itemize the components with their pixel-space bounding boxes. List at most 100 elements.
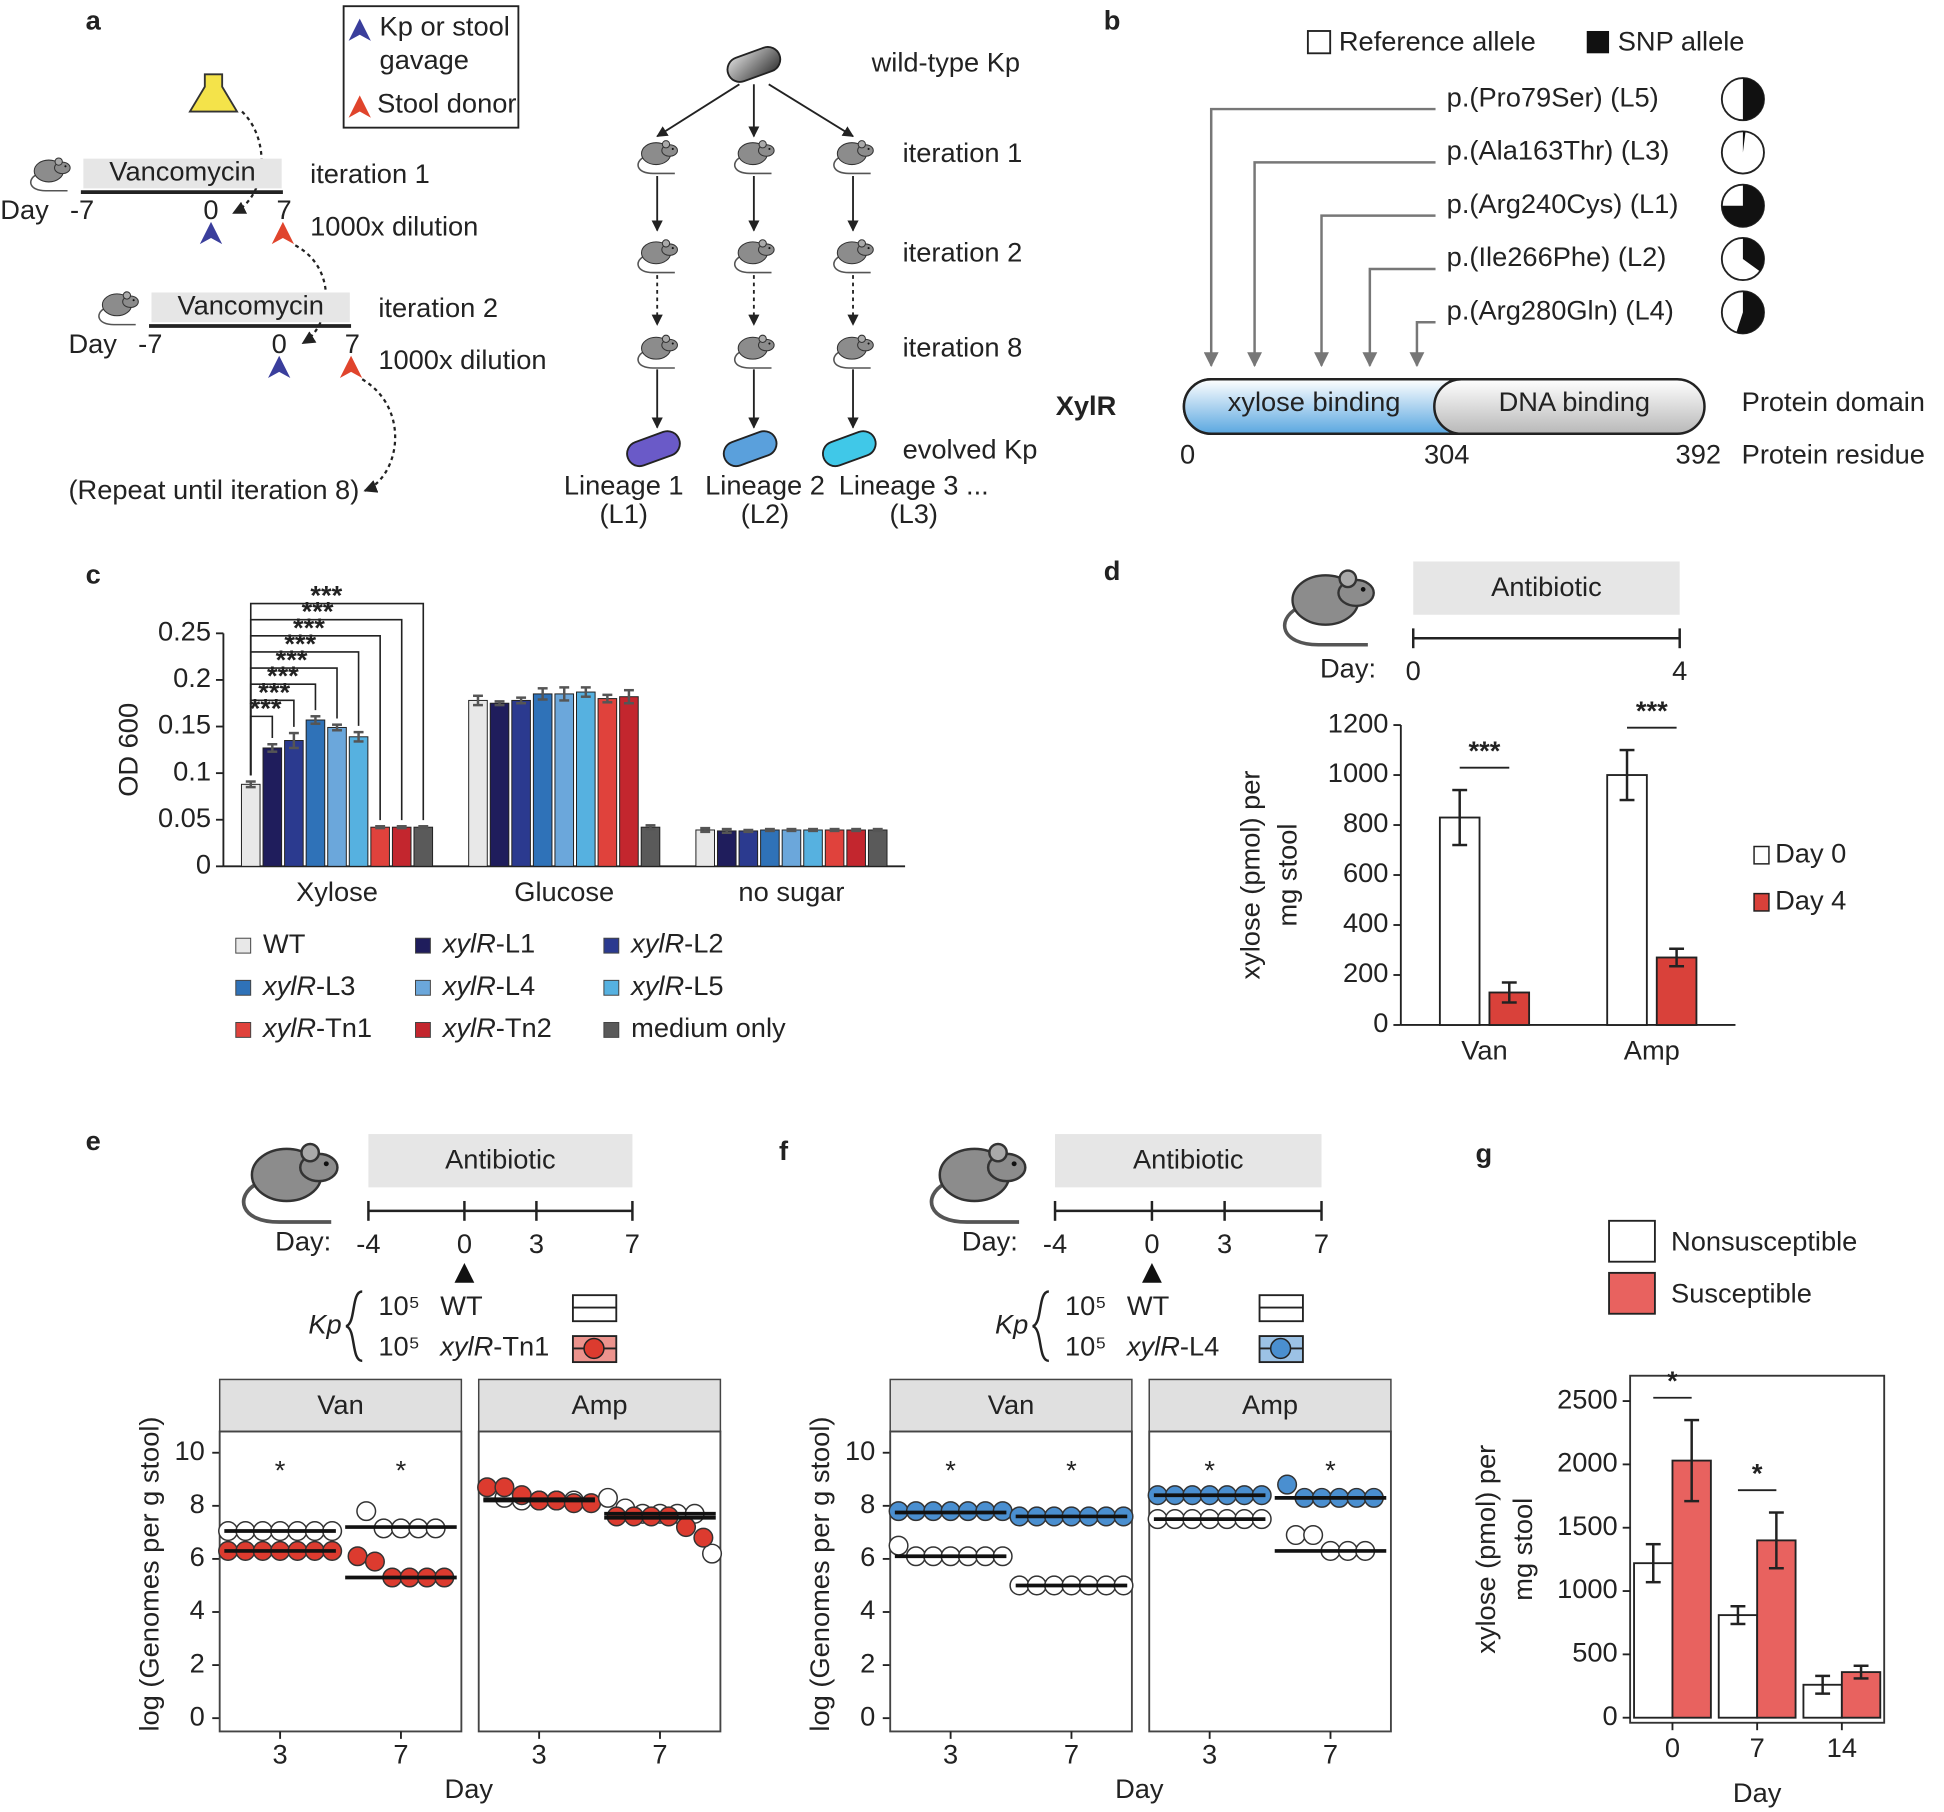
mouse-ear xyxy=(661,334,671,344)
error-bar xyxy=(1853,1664,1869,1680)
y-tick-label: 4 xyxy=(860,1594,875,1625)
legend-swatch xyxy=(235,979,252,996)
facet-strip xyxy=(1148,1378,1392,1433)
label: 1000x dilution xyxy=(310,210,478,241)
legend-swatch xyxy=(235,937,252,954)
mouse-tail xyxy=(833,255,871,274)
label: 10⁵ xyxy=(378,1290,420,1321)
error-bar xyxy=(537,687,548,701)
error-bar xyxy=(332,723,342,732)
significance-label: *** xyxy=(1469,735,1501,766)
y-tick-label: 0.25 xyxy=(158,616,211,647)
y-tick-label: 6 xyxy=(860,1541,875,1572)
bar xyxy=(370,826,390,867)
bar xyxy=(511,699,531,867)
mouse-ear xyxy=(122,291,132,300)
legend-swatch xyxy=(603,1022,620,1038)
error-bar xyxy=(516,696,527,705)
label: 3 xyxy=(529,1228,544,1259)
treatment-box xyxy=(83,158,282,189)
bar xyxy=(348,736,369,867)
legend-swatch xyxy=(1306,30,1332,55)
significance-bracket xyxy=(249,602,425,821)
y-tick-label: 8 xyxy=(190,1488,205,1519)
x-tick-label: 7 xyxy=(1323,1738,1338,1769)
point xyxy=(693,1527,714,1548)
x-axis-label: Day xyxy=(1733,1777,1782,1808)
mouse-eye xyxy=(768,147,771,150)
mouse-tail xyxy=(833,156,871,175)
y-axis-label: OD 600 xyxy=(113,703,144,797)
label: Lineage 2 xyxy=(705,469,825,500)
legend-label: xylR-Tn1 xyxy=(261,1012,372,1043)
significance-label: *** xyxy=(293,612,325,643)
bar xyxy=(824,829,845,867)
label: 0 xyxy=(272,328,287,359)
legend-label: Susceptible xyxy=(1671,1277,1812,1308)
error-bar xyxy=(786,827,797,833)
mouse-tail xyxy=(1282,606,1368,647)
legend-box xyxy=(342,5,520,129)
error-bar xyxy=(602,693,613,704)
error-bar xyxy=(559,686,570,702)
x-tick-label: 7 xyxy=(1064,1738,1079,1769)
x-tick-label: Glucose xyxy=(514,876,614,907)
y-tick-label: 1000 xyxy=(1328,757,1389,788)
label: 0 xyxy=(457,1228,472,1259)
x-tick-label: 0 xyxy=(1665,1732,1680,1763)
label: 10⁵ xyxy=(1065,1331,1107,1362)
mouse-tail xyxy=(929,1182,1020,1224)
point xyxy=(675,1517,697,1538)
significance-label: *** xyxy=(276,644,308,675)
y-tick-label: 0 xyxy=(1603,1700,1618,1731)
panel-label: e xyxy=(86,1125,101,1156)
error-bar xyxy=(1730,1605,1746,1626)
legend-swatch xyxy=(1586,30,1610,54)
plot-frame xyxy=(477,1430,722,1733)
label: SNP allele xyxy=(1618,26,1745,57)
x-tick-label: 3 xyxy=(943,1738,958,1769)
error-bar xyxy=(872,827,883,833)
bar xyxy=(738,830,759,867)
mouse-eye xyxy=(671,247,674,250)
label: 0 xyxy=(203,194,218,225)
label: -7 xyxy=(70,194,94,225)
mouse-tail xyxy=(241,1182,332,1224)
label: p.(Ile266Phe) (L2) xyxy=(1447,241,1667,272)
facet-label: Van xyxy=(317,1389,363,1420)
domain-shape xyxy=(1182,378,1463,436)
label: Protein domain xyxy=(1742,386,1925,417)
y-tick-label: 2 xyxy=(860,1647,875,1678)
mouse-icon xyxy=(733,140,775,175)
error-bar xyxy=(764,827,775,833)
label: Antibiotic xyxy=(1491,571,1602,602)
mouse-tail xyxy=(833,351,871,369)
bar xyxy=(554,693,575,867)
x-tick-label: 3 xyxy=(532,1738,547,1769)
y-tick-label: 0.2 xyxy=(173,662,211,693)
label: (L2) xyxy=(741,498,789,529)
arrowhead-marker xyxy=(199,221,223,245)
panel-label: c xyxy=(86,559,101,590)
error-bar xyxy=(743,828,754,834)
legend-label: xylR-L5 xyxy=(629,970,723,1001)
mouse-ear xyxy=(661,140,671,149)
mouse-eye xyxy=(671,147,674,150)
label: iteration 1 xyxy=(310,158,430,189)
treatment-box xyxy=(151,292,350,323)
y-tick-label: 0 xyxy=(196,849,211,880)
x-tick-label: Van xyxy=(1461,1034,1507,1065)
y-tick-label: 2 xyxy=(190,1647,205,1678)
label: gavage xyxy=(380,44,469,75)
y-axis-label: xylose (pmol) per xyxy=(1234,771,1265,980)
error-bar xyxy=(1684,1418,1700,1503)
significance-label: *** xyxy=(267,660,299,691)
label: Kp xyxy=(308,1308,341,1339)
connector xyxy=(1362,267,1436,368)
label: Day: xyxy=(275,1225,331,1256)
error-bar xyxy=(1768,1511,1784,1570)
significance-label: *** xyxy=(258,676,290,707)
significance-label: *** xyxy=(1636,695,1668,726)
label: Antibiotic xyxy=(445,1144,556,1175)
pie-slice xyxy=(1742,237,1764,272)
